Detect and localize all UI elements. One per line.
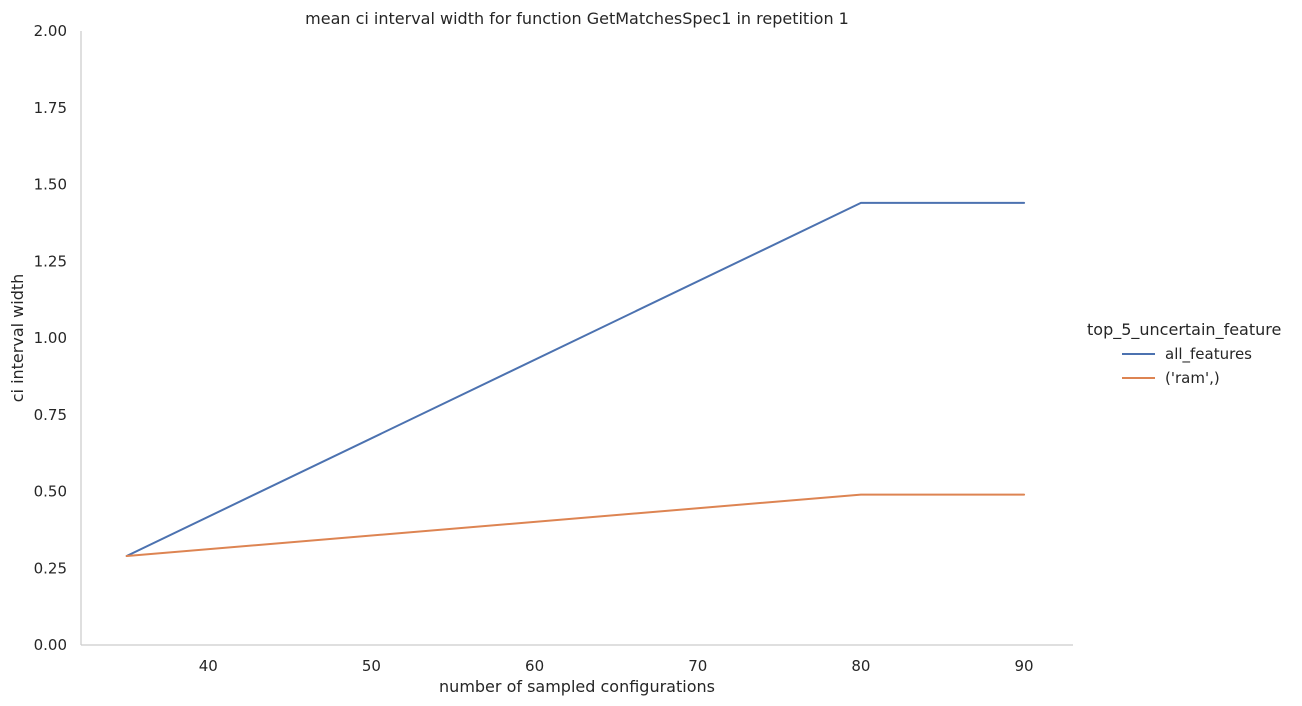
y-tick-label: 0.25 <box>34 559 67 577</box>
y-tick-label: 2.00 <box>34 22 67 40</box>
y-tick-label: 0.50 <box>34 483 67 501</box>
series-line-1 <box>125 493 1026 557</box>
chart-title: mean ci interval width for function GetM… <box>305 9 849 28</box>
x-tick-label: 90 <box>1015 657 1034 675</box>
y-tick-label: 1.25 <box>34 252 67 270</box>
legend-label: ('ram',) <box>1165 369 1220 387</box>
x-axis-title: number of sampled configurations <box>439 677 715 696</box>
x-tick-label: 50 <box>362 657 381 675</box>
x-tick-label: 60 <box>525 657 544 675</box>
y-tick-labels: 0.00 0.25 0.50 0.75 1.00 1.25 1.50 1.75 2.00 <box>34 22 67 654</box>
series-lines <box>125 201 1026 557</box>
x-tick-label: 80 <box>851 657 870 675</box>
y-tick-label: 0.75 <box>34 406 67 424</box>
y-tick-label: 0.00 <box>34 636 67 654</box>
legend: top_5_uncertain_feature all_features ('ra… <box>1087 320 1281 387</box>
x-tick-label: 40 <box>199 657 218 675</box>
y-tick-label: 1.75 <box>34 99 67 117</box>
y-tick-label: 1.50 <box>34 176 67 194</box>
x-tick-label: 70 <box>688 657 707 675</box>
y-tick-label: 1.00 <box>34 329 67 347</box>
series-line-0 <box>125 201 1026 557</box>
x-tick-labels: 40 50 60 70 80 90 <box>199 657 1034 675</box>
legend-label: all_features <box>1165 345 1252 364</box>
y-axis-title: ci interval width <box>8 274 27 403</box>
legend-title: top_5_uncertain_feature <box>1087 320 1281 340</box>
